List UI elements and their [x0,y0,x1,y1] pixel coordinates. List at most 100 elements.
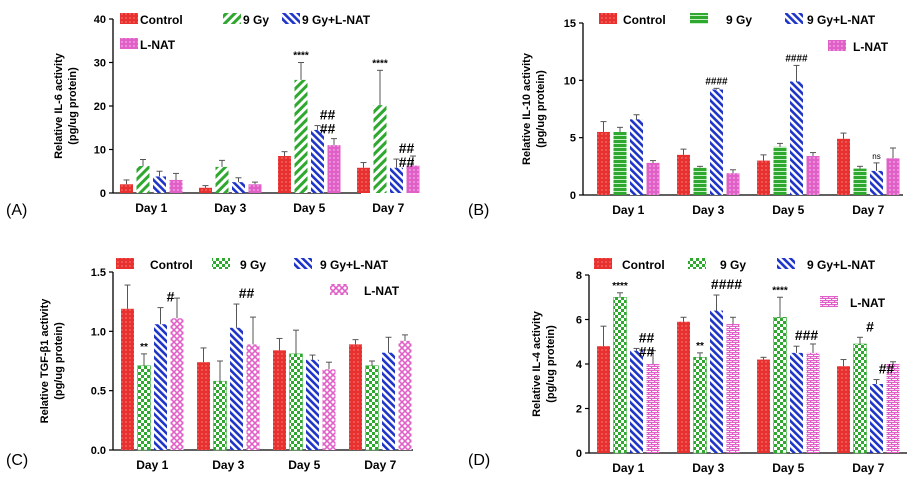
y-tick-label: 30 [94,58,106,70]
legend-9gy-lnat-label: 9 Gy+L-NAT [302,13,371,27]
9gy-bar [853,343,867,454]
legend-control-swatch [120,13,138,24]
lnat-bar [726,173,740,195]
control-bar [121,308,134,450]
y-axis-unit: (pg/ug protein) [535,70,547,148]
significance-label: ### [795,327,819,343]
9gy-lnat-bar [230,327,243,450]
legend-9gy-label: 9 Gy [243,13,269,27]
significance-label: ## [399,140,415,156]
control-bar [757,160,770,195]
control-bar [120,184,133,193]
x-tick-label: Day 5 [288,458,320,472]
y-tick-label: 0 [100,188,106,200]
x-tick-label: Day 5 [293,201,325,215]
lnat-bar [646,364,660,453]
significance-label: ** [696,341,704,352]
9gy-lnat-bar [390,167,403,193]
y-tick-label: 1.5 [91,267,106,279]
9gy-lnat-bar [710,310,723,453]
panel-label: (D) [468,452,490,469]
y-tick-label: 2 [576,404,582,416]
legend-9gy-lnat-label: 9 Gy+L-NAT [320,258,389,272]
9gy-bar [693,357,707,454]
9gy-bar [773,317,787,454]
significance-label: **** [372,58,388,69]
panel-c: 0.0 0.5 1.0 1.5 Relative TGF-β1 activity (pg/… [6,258,413,472]
y-tick-label: 6 [576,315,582,327]
lnat-bar [806,352,820,453]
significance-label: **** [293,51,309,62]
legend-control-label: Control [150,258,193,272]
significance-label: ** [140,342,148,353]
9gy-lnat-bar [870,170,883,195]
y-tick-label: 40 [94,14,106,26]
lnat-bar [248,184,262,193]
legend-control-swatch [599,13,617,24]
control-bar [349,344,362,450]
legend-9gy-label: 9 Gy [726,13,752,27]
legend-9gy-label: 9 Gy [240,258,266,272]
significance-label: **** [612,281,628,292]
x-tick-label: Day 3 [214,201,246,215]
x-tick-label: Day 7 [364,458,396,472]
significance-label: #### [705,76,728,87]
9gy-lnat-bar [232,182,245,193]
significance-label: ## [239,285,255,301]
y-tick-label: 10 [564,75,576,87]
9gy-lnat-bar [154,324,167,450]
lnat-bar [886,158,900,195]
legend-9gy-lnat-swatch [282,13,300,24]
control-bar [677,321,690,453]
x-tick-label: Day 1 [612,461,644,475]
significance-label: # [866,318,874,334]
9gy-bar [365,365,379,451]
control-bar [273,350,286,450]
9gy-lnat-bar [630,350,643,453]
y-tick-label: 5 [570,133,576,145]
x-tick-label: Day 5 [772,461,804,475]
legend-lnat-label: L-NAT [364,284,400,298]
legend-control-swatch [116,258,134,269]
legend-9gy-swatch [223,13,241,24]
significance-label: ns [872,152,880,161]
legend-lnat-swatch [828,40,846,51]
y-tick-label: 4 [576,359,583,371]
y-tick-label: 0 [576,448,582,460]
9gy-bar [613,131,627,195]
control-bar [597,346,610,453]
y-tick-label: 15 [564,18,576,30]
x-tick-label: Day 3 [692,203,724,217]
legend-lnat-swatch [120,38,138,49]
lnat-bar [246,344,260,450]
x-tick-label: Day 5 [772,203,804,217]
lnat-bar [886,364,900,453]
x-tick-label: Day 3 [692,461,724,475]
legend-lnat-label: L-NAT [140,38,176,52]
9gy-lnat-bar [630,119,643,195]
control-bar [278,156,291,193]
lnat-bar [327,145,341,193]
control-bar [597,131,610,195]
lnat-bar [406,165,420,193]
9gy-lnat-bar [153,176,166,193]
legend-lnat-swatch [820,296,838,307]
9gy-lnat-bar [790,352,803,453]
lnat-bar [322,369,336,450]
legend-9gy-lnat-label: 9 Gy+L-NAT [807,258,876,272]
significance-label: #### [785,53,808,64]
legend-9gy-label: 9 Gy [720,258,746,272]
control-bar [677,154,690,195]
lnat-bar [726,323,740,453]
y-tick-label: 1.0 [91,326,106,338]
lnat-bar [169,179,183,193]
x-tick-label: Day 1 [136,458,168,472]
9gy-bar [693,167,707,195]
x-tick-label: Day 7 [852,203,884,217]
lnat-bar [806,156,820,195]
control-bar [197,362,210,450]
lnat-bar [398,340,412,450]
legend-9gy-lnat-swatch [294,258,312,269]
significance-label: ## [320,107,336,123]
